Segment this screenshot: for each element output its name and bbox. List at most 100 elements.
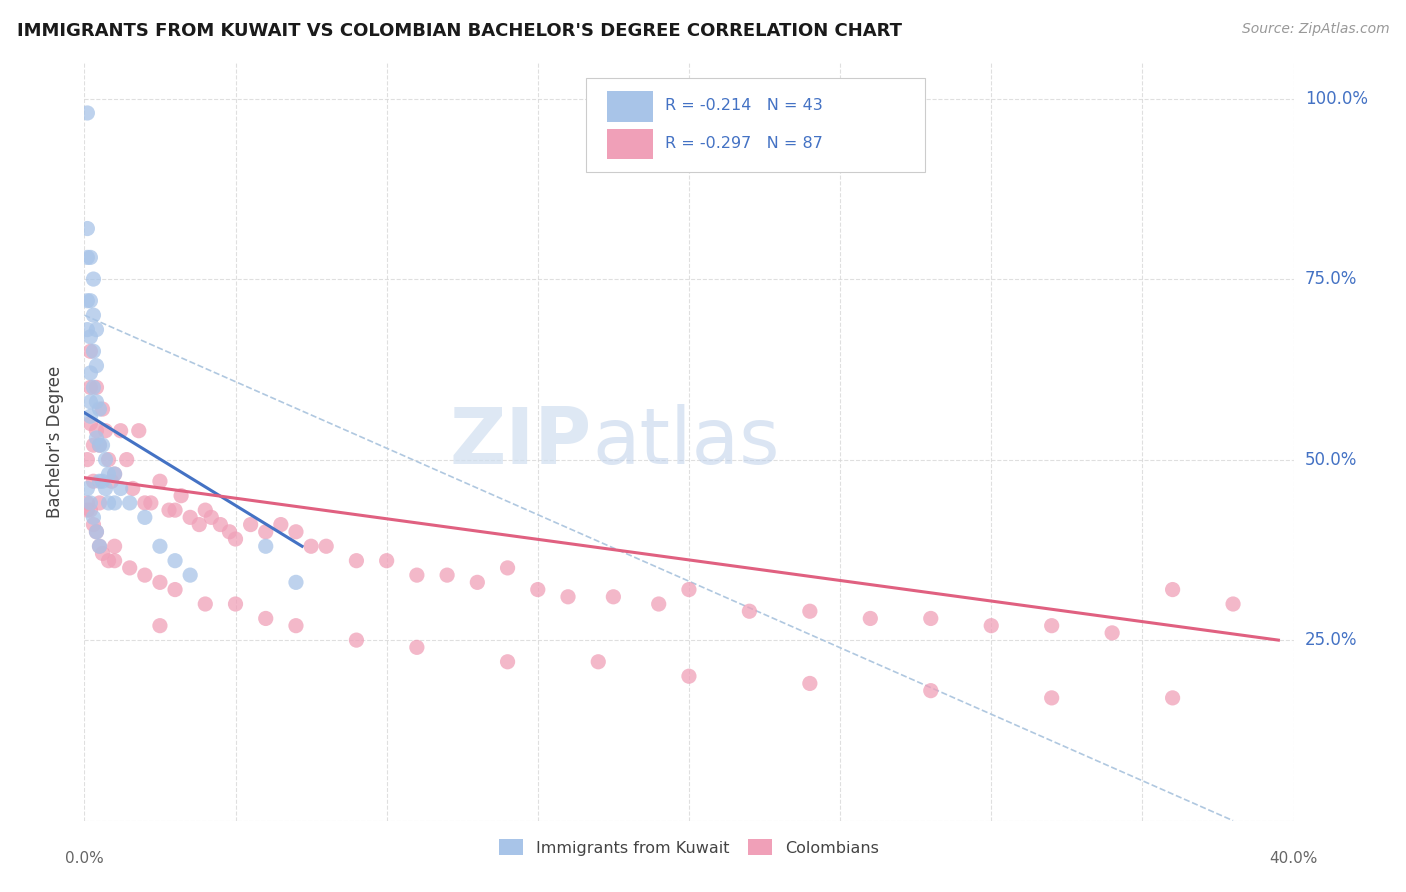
Point [79,366,101,380]
Point [76,496,98,510]
Point [79,330,101,344]
Point [436,568,458,582]
Point [149,539,172,553]
Point [79,380,101,394]
Point [188,517,211,532]
Point [76,482,98,496]
Point [557,590,579,604]
Point [91,402,114,417]
Point [104,496,127,510]
Point [602,590,624,604]
Point [406,568,429,582]
Text: 50.0%: 50.0% [1305,450,1357,468]
Point [149,575,172,590]
Point [588,655,610,669]
Point [82,380,104,394]
Point [315,539,337,553]
Point [254,524,277,539]
Point [76,323,98,337]
Point [254,611,277,625]
Point [94,452,117,467]
Point [157,503,180,517]
Point [91,438,114,452]
Point [270,517,292,532]
Point [346,554,368,568]
Point [86,431,108,445]
Point [82,308,104,322]
Text: 100.0%: 100.0% [1305,89,1368,108]
Point [285,618,308,632]
Point [97,452,120,467]
Text: IMMIGRANTS FROM KUWAIT VS COLOMBIAN BACHELOR'S DEGREE CORRELATION CHART: IMMIGRANTS FROM KUWAIT VS COLOMBIAN BACH… [17,22,901,40]
Point [97,467,120,481]
FancyBboxPatch shape [586,78,925,172]
Point [1161,690,1184,705]
Point [82,517,104,532]
Point [1040,618,1063,632]
Point [799,676,821,690]
Point [149,475,172,489]
Point [86,359,108,373]
Point [920,683,942,698]
Point [91,475,114,489]
Point [225,532,247,546]
Point [165,503,187,517]
Point [299,539,322,553]
Text: ZIP: ZIP [450,403,592,480]
Point [104,467,127,481]
Point [254,539,277,553]
Point [165,554,187,568]
Point [82,510,104,524]
Point [104,539,127,553]
Point [82,475,104,489]
Point [1222,597,1244,611]
Point [89,402,111,417]
Point [76,293,98,308]
Point [76,503,98,517]
Point [149,618,172,632]
Point [128,424,150,438]
Point [134,496,156,510]
Text: 0.0%: 0.0% [65,851,104,866]
Point [76,452,98,467]
Text: R = -0.214   N = 43: R = -0.214 N = 43 [665,98,823,113]
Point [118,561,141,575]
Point [738,604,761,618]
Point [104,554,127,568]
Point [82,438,104,452]
Point [91,546,114,560]
Point [115,452,138,467]
Point [97,554,120,568]
Point [678,669,700,683]
Point [1040,690,1063,705]
Point [79,496,101,510]
Point [239,517,262,532]
Point [100,475,122,489]
Point [97,496,120,510]
Point [1101,626,1123,640]
Text: R = -0.297   N = 87: R = -0.297 N = 87 [665,136,823,151]
Point [225,597,247,611]
Legend: Immigrants from Kuwait, Colombians: Immigrants from Kuwait, Colombians [492,832,886,862]
Point [134,568,156,582]
Point [82,344,104,359]
Point [194,503,217,517]
Point [86,323,108,337]
Point [79,251,101,265]
Point [89,475,111,489]
Point [86,424,108,438]
Point [406,640,429,655]
Point [110,482,132,496]
Point [346,633,368,648]
Point [678,582,700,597]
Point [94,482,117,496]
Point [89,539,111,553]
Point [79,394,101,409]
Point [86,380,108,394]
Point [179,510,201,524]
Point [179,568,201,582]
Point [86,524,108,539]
Point [76,251,98,265]
Point [165,582,187,597]
Point [285,524,308,539]
